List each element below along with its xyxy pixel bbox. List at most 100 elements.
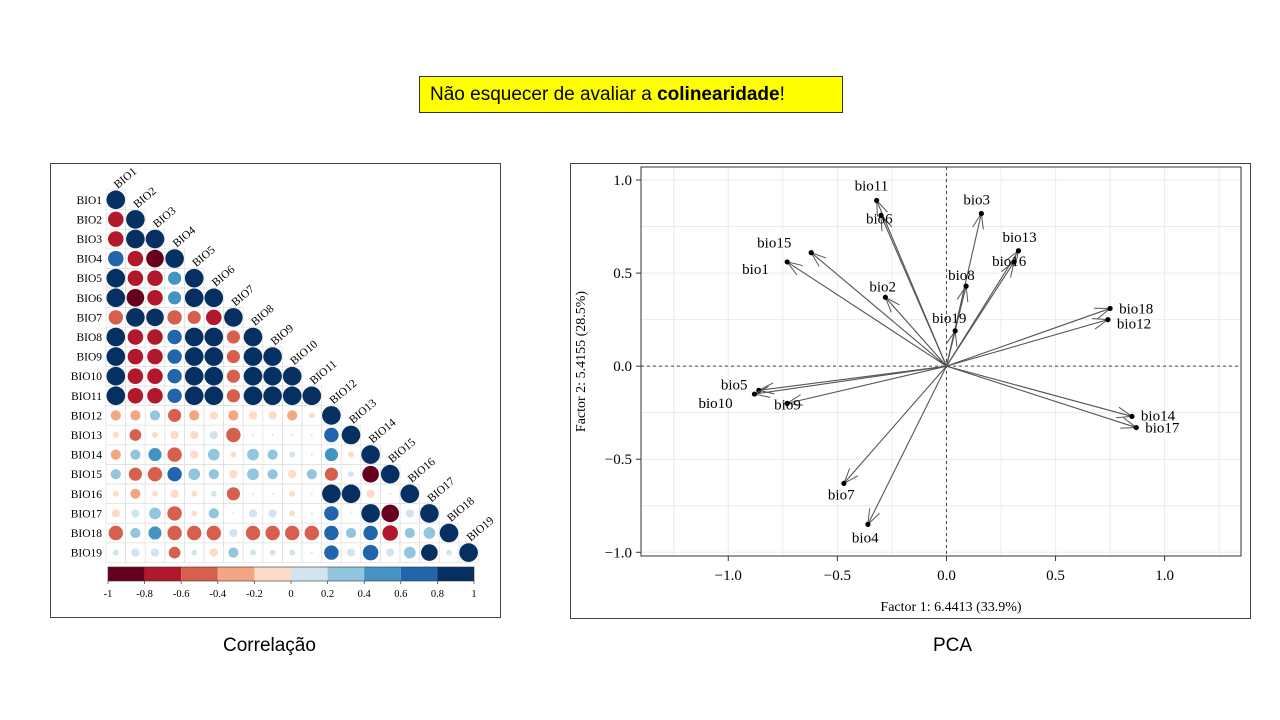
arrow-head	[867, 508, 871, 525]
arrow-head	[1001, 261, 1015, 272]
loading-point	[1015, 248, 1022, 254]
corr-circle	[167, 310, 182, 325]
corr-circle	[226, 487, 240, 501]
colorbar-tick-label: -1	[104, 589, 113, 600]
corr-circle	[168, 291, 182, 305]
arrow-head	[1123, 417, 1137, 428]
loading-point	[808, 250, 814, 256]
corr-circle	[245, 525, 261, 541]
corr-circle	[243, 327, 263, 347]
colorbar-tick-label: 1	[471, 589, 476, 600]
x-tick-label: −0.5	[824, 568, 851, 584]
corr-circle	[167, 368, 182, 384]
corr-circle	[106, 366, 126, 386]
corr-circle	[147, 290, 163, 306]
corr-circle	[310, 551, 313, 554]
corr-circle	[228, 547, 239, 558]
corr-circle	[322, 406, 341, 425]
corr-circle	[147, 348, 163, 365]
colinearity-callout: Não esquecer de avaliar a colinearidade!	[419, 76, 843, 113]
corr-circle	[361, 504, 380, 523]
row-label: BIO3	[76, 234, 102, 246]
corr-circle	[247, 448, 259, 461]
corr-circle	[106, 386, 126, 406]
corr-circle	[400, 484, 420, 504]
arrow-head	[754, 393, 771, 398]
point-label: bio1	[742, 262, 769, 278]
colorbar-segment	[364, 567, 401, 581]
corr-circle	[106, 327, 126, 347]
corr-circle	[184, 347, 204, 366]
loading-point	[841, 480, 847, 487]
corr-circle	[289, 490, 296, 497]
corr-circle	[324, 525, 339, 541]
point-label: bio7	[828, 487, 855, 503]
corr-circle	[148, 448, 162, 462]
loading-point	[1105, 317, 1111, 323]
corr-circle	[210, 490, 217, 497]
corr-circle	[147, 329, 163, 345]
point-label: bio15	[757, 236, 791, 252]
loading-point	[784, 400, 790, 406]
corr-circle	[265, 525, 280, 541]
corr-circle	[386, 548, 395, 557]
loading-point	[882, 294, 888, 300]
corr-circle	[250, 549, 256, 556]
corr-circle	[127, 348, 144, 365]
arrow-head	[880, 215, 893, 228]
column-label: BIO9	[269, 322, 296, 348]
point-label: bio17	[1145, 421, 1180, 437]
corr-circle	[152, 490, 158, 497]
corr-circle	[284, 525, 300, 541]
corr-circle	[226, 427, 241, 443]
corr-circle	[167, 506, 182, 521]
loading-arrow	[884, 296, 947, 367]
arrow-head	[945, 330, 956, 345]
colorbar-tick-label: -0.6	[173, 589, 190, 600]
column-label: BIO18	[445, 495, 477, 524]
corr-circle	[310, 512, 313, 515]
corr-circle	[209, 411, 218, 420]
loading-point	[784, 259, 790, 265]
corr-circle	[184, 288, 204, 308]
loading-point	[963, 283, 969, 289]
corr-circle	[229, 528, 238, 538]
point-label: bio3	[963, 193, 990, 209]
loading-point	[878, 212, 884, 218]
corr-circle	[150, 548, 160, 557]
corr-circle	[188, 468, 201, 481]
arrow-head	[843, 475, 859, 484]
loading-point	[751, 391, 758, 397]
corr-circle	[268, 411, 277, 420]
corr-circle	[271, 492, 274, 495]
corr-circle	[304, 525, 320, 541]
corr-circle	[207, 448, 220, 461]
point-label: bio2	[869, 279, 896, 295]
x-tick-label: −1.0	[715, 568, 742, 584]
corr-circle	[149, 507, 161, 520]
corr-circle	[106, 288, 126, 308]
row-label: BIO6	[76, 293, 102, 305]
corr-circle	[282, 366, 302, 386]
loading-point	[978, 210, 984, 217]
arrow-head	[954, 330, 958, 347]
corr-circle	[459, 543, 478, 562]
arrow-head	[786, 394, 801, 404]
corr-circle	[168, 271, 182, 285]
loading-point	[1011, 259, 1017, 265]
corr-circle	[112, 432, 119, 438]
corr-circle	[267, 469, 278, 480]
corr-circle	[206, 309, 222, 326]
loading-point	[865, 521, 871, 527]
arrow-head	[885, 296, 900, 306]
y-tick-label: 0.0	[613, 359, 632, 375]
row-label: BIO10	[71, 371, 103, 383]
corr-circle	[439, 523, 459, 543]
colorbar-segment	[291, 567, 328, 581]
arrow-head	[787, 402, 804, 406]
column-label: BIO11	[308, 358, 340, 387]
loading-arrow	[843, 365, 947, 484]
corr-circle	[282, 386, 302, 406]
corr-circle	[310, 492, 313, 495]
row-label: BIO12	[71, 410, 103, 422]
